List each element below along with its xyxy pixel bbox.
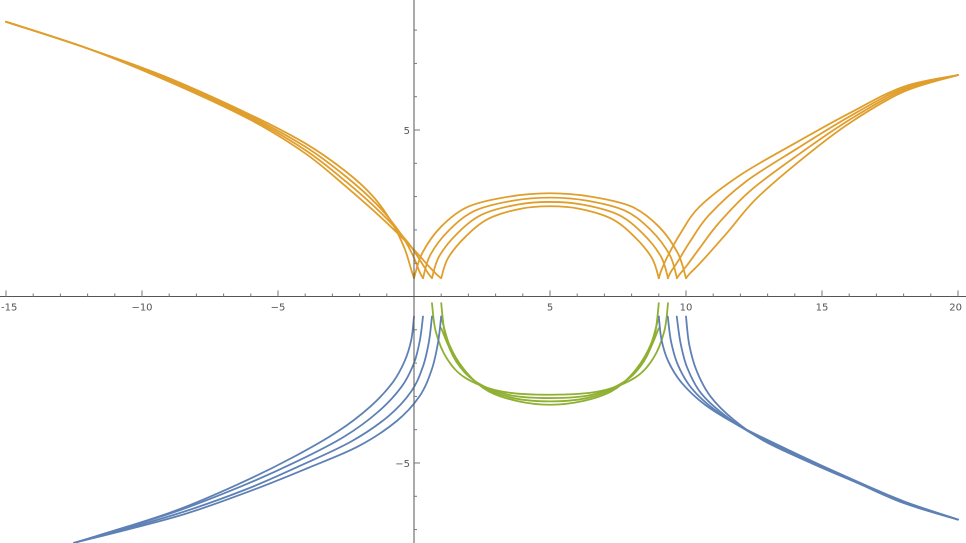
orange-curve xyxy=(666,74,959,280)
blue-curve xyxy=(73,315,443,543)
y-tick-label: 5 xyxy=(404,126,410,137)
x-tick-label: 5 xyxy=(547,303,553,314)
curves-layer xyxy=(5,20,959,543)
x-tick-label: -15 xyxy=(1,303,17,314)
y-tick-label: −5 xyxy=(395,459,410,470)
orange-curve xyxy=(5,20,424,280)
orange-curve xyxy=(675,74,959,280)
blue-curve xyxy=(685,315,959,521)
green-curve xyxy=(440,315,660,403)
green-curve xyxy=(440,327,660,406)
blue-curve xyxy=(73,315,424,543)
orange-curve xyxy=(657,74,959,280)
orange-curve xyxy=(431,201,669,280)
orange-curve xyxy=(5,20,415,280)
orange-curve xyxy=(422,196,678,280)
orange-curve xyxy=(685,74,959,280)
x-tick-label: −10 xyxy=(131,303,152,314)
blue-curve xyxy=(675,315,959,521)
x-tick-label: 15 xyxy=(816,303,829,314)
orange-curve xyxy=(5,20,433,280)
x-tick-label: 20 xyxy=(949,303,962,314)
orange-curve xyxy=(440,205,660,280)
blue-curve xyxy=(73,315,415,543)
tick-labels-layer: -15 −10 −5 5 10 15 20 5 −5 xyxy=(1,126,962,470)
ticks-layer xyxy=(5,29,959,531)
x-tick-label: 10 xyxy=(680,303,693,314)
blue-curve xyxy=(666,315,959,521)
blue-curve xyxy=(73,315,433,543)
blue-curve xyxy=(657,315,959,521)
green-curve xyxy=(440,302,660,399)
orange-curve xyxy=(5,20,443,280)
orange-curve xyxy=(413,192,687,280)
green-curve xyxy=(431,302,669,396)
x-tick-label: −5 xyxy=(271,303,286,314)
